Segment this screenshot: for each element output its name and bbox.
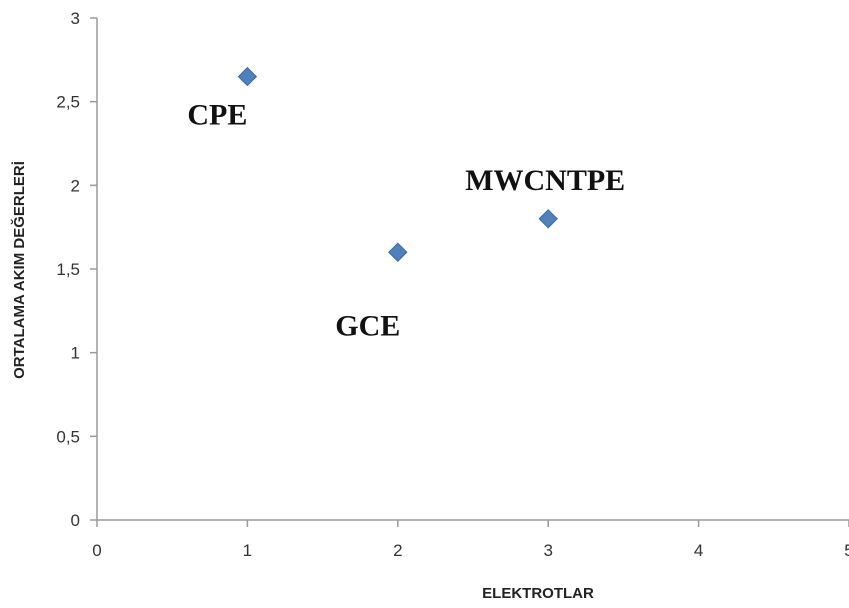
y-tick-label: 3 (71, 9, 80, 28)
data-point-labels: CPE GCE MWCNTPE (187, 99, 625, 343)
x-axis-ticks: 0 1 2 3 4 5 (92, 520, 849, 560)
y-tick-label: 2 (71, 176, 80, 195)
x-tick-label: 2 (393, 541, 402, 560)
x-tick-label: 1 (243, 541, 252, 560)
x-tick-label: 0 (92, 541, 101, 560)
y-tick-label: 2,5 (56, 93, 80, 112)
data-point-label: CPE (187, 99, 247, 132)
y-tick-label: 0 (71, 511, 80, 530)
x-tick-label: 3 (543, 541, 552, 560)
data-point-label: MWCNTPE (465, 164, 625, 197)
data-points (237, 66, 558, 262)
x-axis-title: ELEKTROTLAR (482, 585, 594, 602)
y-axis-ticks: 0 0,5 1 1,5 2 2,5 3 (56, 9, 97, 530)
x-tick-label: 5 (844, 541, 849, 560)
y-tick-label: 0,5 (56, 427, 80, 446)
data-point-marker (388, 242, 408, 262)
y-axis-title: ORTALAMA AKIM DEĞERLERİ (10, 161, 28, 379)
data-point-marker (237, 66, 258, 87)
data-point-label: GCE (335, 309, 400, 342)
data-point-marker (538, 209, 558, 229)
x-tick-label: 4 (694, 541, 703, 560)
y-tick-label: 1 (71, 344, 80, 363)
y-tick-label: 1,5 (56, 260, 80, 279)
